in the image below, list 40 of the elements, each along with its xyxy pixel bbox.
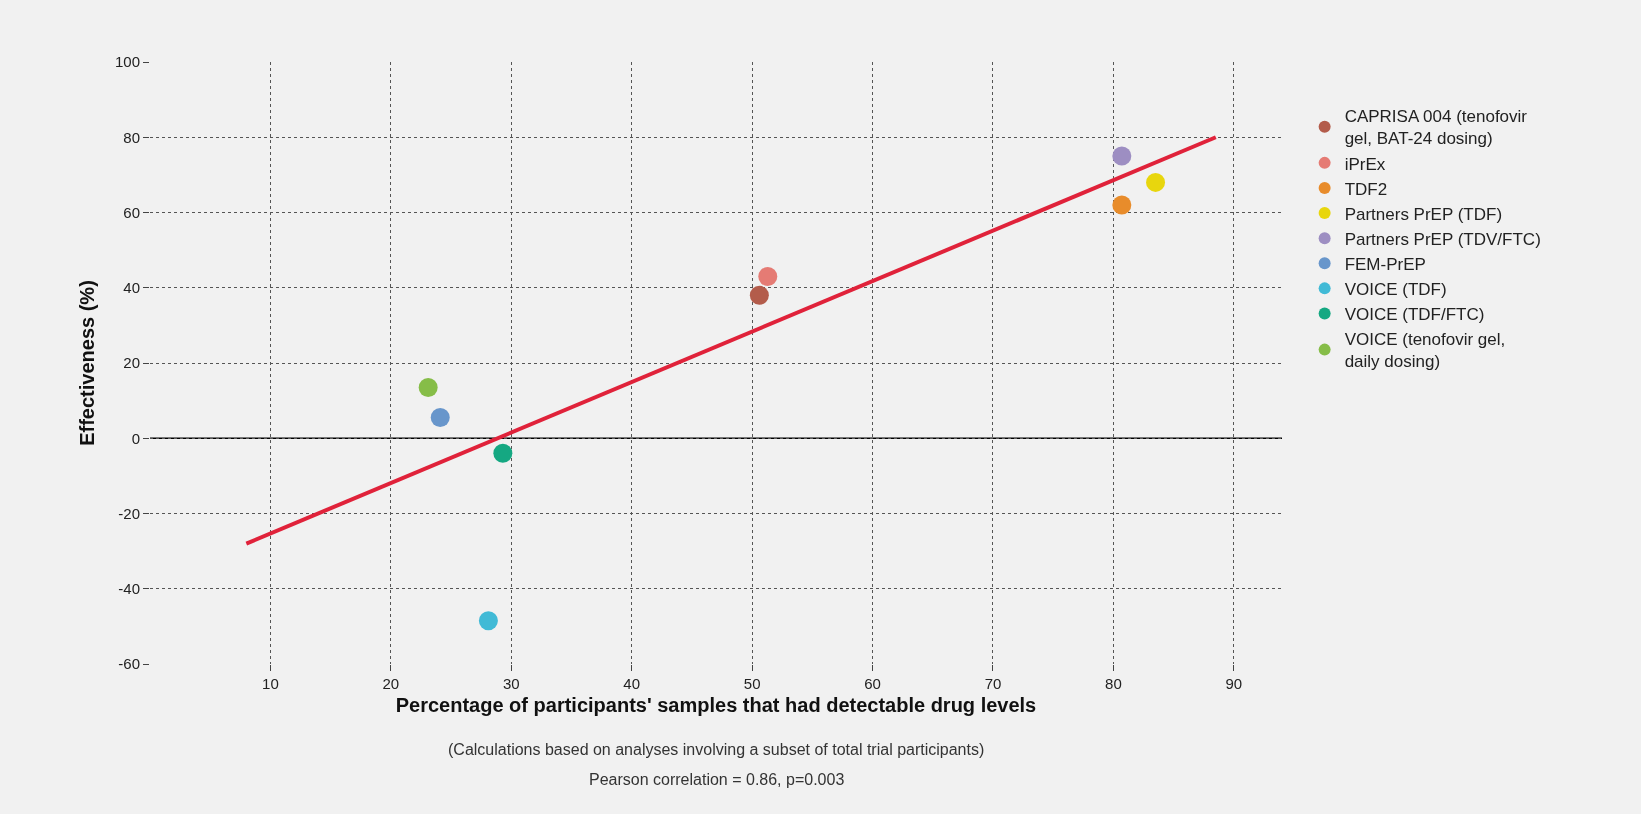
legend-label: FEM-PrEP <box>1344 254 1426 274</box>
y-tick-label: 20 <box>123 354 140 372</box>
y-tick-label: -20 <box>118 504 140 522</box>
legend-label: Partners PrEP (TDV/FTC) <box>1344 229 1541 249</box>
x-axis-title: Percentage of participants' samples that had detectable drug levels <box>395 693 1037 716</box>
y-axis-title: Effectiveness (%) <box>76 280 99 446</box>
x-tick-label: 10 <box>262 675 279 692</box>
x-tick-label: 70 <box>984 675 1002 692</box>
x-tick-label: 40 <box>623 675 641 692</box>
y-tick-label: 80 <box>123 128 140 146</box>
x-tick-label: 50 <box>743 675 761 692</box>
legend-label: iPrEx <box>1344 154 1386 174</box>
x-tick-label: 90 <box>1225 675 1243 692</box>
x-tick-label: 60 <box>864 675 881 692</box>
text: (Calculations based on analyses involving a subset of total trial participants) <box>448 741 985 758</box>
y-tick-label: 60 <box>123 203 140 221</box>
legend-label: TDF2 <box>1344 179 1388 199</box>
y-tick-label: -60 <box>118 655 140 673</box>
point <box>1112 195 1132 215</box>
x-tick-label: 80 <box>1105 675 1122 692</box>
x-tick-label: 20 <box>382 675 400 692</box>
point <box>430 408 450 428</box>
point <box>758 266 778 286</box>
point <box>418 377 438 397</box>
point <box>493 443 513 463</box>
point <box>478 611 498 631</box>
y-tick-label: -40 <box>118 580 140 597</box>
point <box>1146 172 1166 192</box>
point <box>749 285 769 305</box>
legend-label: VOICE (TDF/FTC) <box>1344 305 1485 325</box>
y-tick-label: 40 <box>123 279 140 296</box>
y-tick-label: 100 <box>114 53 140 71</box>
y-tick-label: 0 <box>131 429 140 447</box>
x-tick-label: 30 <box>502 675 520 692</box>
legend-label: CAPRISA 004 (tenofovir gel, BAT-24 dosing) <box>1344 107 1528 149</box>
point <box>1112 146 1132 166</box>
text: Pearson correlation = 0.86, p=0.003 <box>589 771 845 788</box>
legend-label: Partners PrEP (TDF) <box>1344 204 1503 224</box>
legend-label: VOICE (tenofovir gel, daily dosing) <box>1344 330 1506 372</box>
legend-label: VOICE (TDF) <box>1344 280 1447 299</box>
